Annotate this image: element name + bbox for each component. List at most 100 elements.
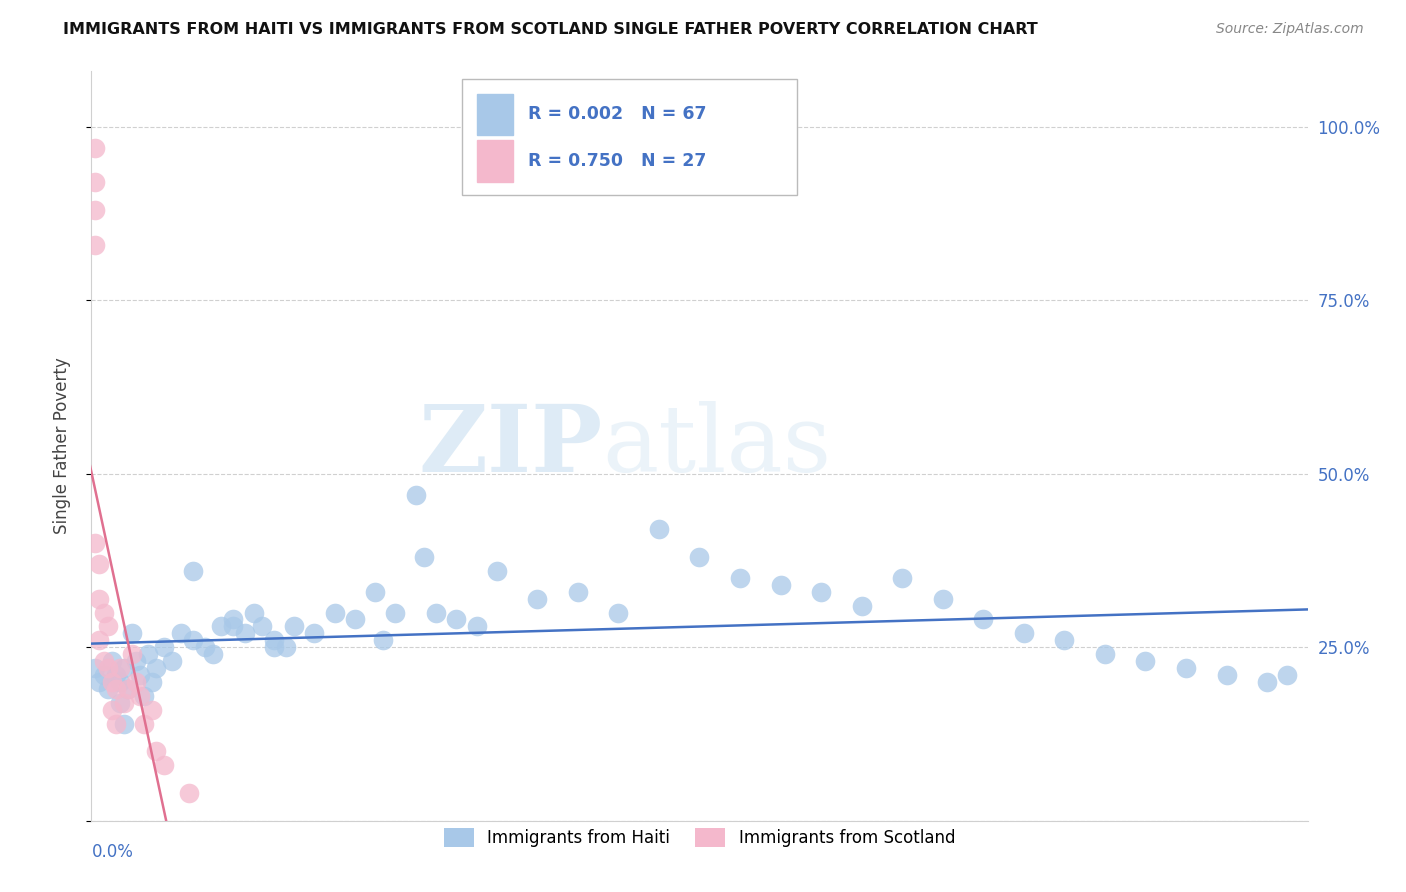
Point <box>1215 668 1237 682</box>
Point <box>384 606 406 620</box>
Point <box>412 549 434 564</box>
Point <box>444 612 467 626</box>
Bar <box>477 140 513 181</box>
Point <box>250 619 273 633</box>
Point <box>181 633 204 648</box>
Text: 0.0%: 0.0% <box>91 843 134 861</box>
Point <box>1135 654 1157 668</box>
Point <box>177 786 200 800</box>
Point <box>100 674 122 689</box>
Legend: Immigrants from Haiti, Immigrants from Scotland: Immigrants from Haiti, Immigrants from S… <box>437 821 962 854</box>
Point <box>89 674 111 689</box>
Point <box>104 668 127 682</box>
Point <box>648 522 671 536</box>
Point <box>93 668 115 682</box>
Point <box>117 681 139 696</box>
Y-axis label: Single Father Poverty: Single Father Poverty <box>52 358 70 534</box>
Point <box>235 626 257 640</box>
Point <box>84 141 107 155</box>
Point <box>129 689 152 703</box>
Point <box>769 578 792 592</box>
Point <box>145 744 167 758</box>
Point <box>526 591 548 606</box>
Point <box>810 584 832 599</box>
Point <box>304 626 326 640</box>
Point <box>125 674 148 689</box>
Point <box>84 661 107 675</box>
Point <box>465 619 488 633</box>
Point <box>567 584 589 599</box>
Point <box>263 640 285 655</box>
Point <box>108 661 131 675</box>
Point <box>89 557 111 571</box>
Point <box>112 661 135 675</box>
Point <box>931 591 953 606</box>
Point <box>373 633 395 648</box>
Point <box>129 668 152 682</box>
Point <box>145 661 167 675</box>
Point <box>728 571 751 585</box>
Point <box>688 549 710 564</box>
Point <box>1012 626 1035 640</box>
Point <box>1175 661 1198 675</box>
Point <box>141 703 163 717</box>
Point <box>112 716 135 731</box>
Text: ZIP: ZIP <box>418 401 602 491</box>
Text: R = 0.002   N = 67: R = 0.002 N = 67 <box>529 105 706 123</box>
Point <box>112 696 135 710</box>
Point <box>222 619 245 633</box>
Point <box>117 681 139 696</box>
Point <box>242 606 264 620</box>
Point <box>202 647 225 661</box>
Point <box>972 612 994 626</box>
Point <box>181 564 204 578</box>
Point <box>405 487 427 501</box>
Point <box>851 599 873 613</box>
FancyBboxPatch shape <box>463 78 797 195</box>
Text: atlas: atlas <box>602 401 831 491</box>
Point <box>84 536 107 550</box>
Point <box>162 654 184 668</box>
Point <box>194 640 217 655</box>
Point <box>100 654 122 668</box>
Point <box>121 647 143 661</box>
Point <box>108 674 131 689</box>
Text: R = 0.750   N = 27: R = 0.750 N = 27 <box>529 152 706 169</box>
Point <box>323 606 346 620</box>
Point <box>1277 668 1299 682</box>
Point <box>141 674 163 689</box>
Point <box>84 175 107 189</box>
Point <box>100 703 122 717</box>
Point <box>485 564 508 578</box>
Text: IMMIGRANTS FROM HAITI VS IMMIGRANTS FROM SCOTLAND SINGLE FATHER POVERTY CORRELAT: IMMIGRANTS FROM HAITI VS IMMIGRANTS FROM… <box>63 22 1038 37</box>
Point <box>97 619 120 633</box>
Point <box>343 612 366 626</box>
Point <box>104 716 127 731</box>
Text: Source: ZipAtlas.com: Source: ZipAtlas.com <box>1216 22 1364 37</box>
Point <box>364 584 387 599</box>
Point <box>1256 674 1278 689</box>
Point <box>108 696 131 710</box>
Point <box>89 591 111 606</box>
Point <box>121 626 143 640</box>
Point <box>136 647 159 661</box>
Point <box>153 640 176 655</box>
Point <box>222 612 245 626</box>
Point <box>283 619 305 633</box>
Point <box>891 571 914 585</box>
Point <box>425 606 447 620</box>
Point <box>274 640 297 655</box>
Point <box>97 681 120 696</box>
Point <box>125 654 148 668</box>
Point <box>93 654 115 668</box>
Point <box>84 203 107 218</box>
Point <box>132 689 155 703</box>
Point <box>89 633 111 648</box>
Bar <box>477 94 513 135</box>
Point <box>263 633 285 648</box>
Point <box>84 237 107 252</box>
Point <box>169 626 191 640</box>
Point <box>97 661 120 675</box>
Point <box>153 758 176 772</box>
Point <box>93 606 115 620</box>
